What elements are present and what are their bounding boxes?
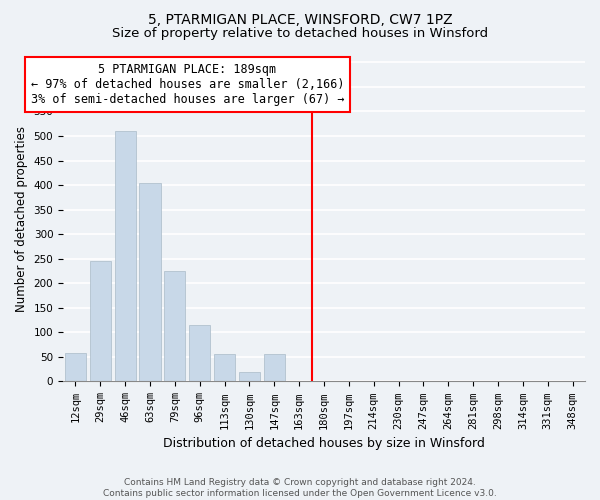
Bar xyxy=(239,372,260,382)
Bar xyxy=(164,271,185,382)
X-axis label: Distribution of detached houses by size in Winsford: Distribution of detached houses by size … xyxy=(163,437,485,450)
Bar xyxy=(264,354,285,382)
Text: 5 PTARMIGAN PLACE: 189sqm
← 97% of detached houses are smaller (2,166)
3% of sem: 5 PTARMIGAN PLACE: 189sqm ← 97% of detac… xyxy=(31,64,344,106)
Text: Size of property relative to detached houses in Winsford: Size of property relative to detached ho… xyxy=(112,28,488,40)
Text: Contains HM Land Registry data © Crown copyright and database right 2024.
Contai: Contains HM Land Registry data © Crown c… xyxy=(103,478,497,498)
Bar xyxy=(189,325,210,382)
Y-axis label: Number of detached properties: Number of detached properties xyxy=(15,126,28,312)
Bar xyxy=(139,182,161,382)
Bar xyxy=(65,354,86,382)
Text: 5, PTARMIGAN PLACE, WINSFORD, CW7 1PZ: 5, PTARMIGAN PLACE, WINSFORD, CW7 1PZ xyxy=(148,12,452,26)
Bar xyxy=(90,261,111,382)
Bar xyxy=(115,131,136,382)
Bar xyxy=(214,354,235,382)
